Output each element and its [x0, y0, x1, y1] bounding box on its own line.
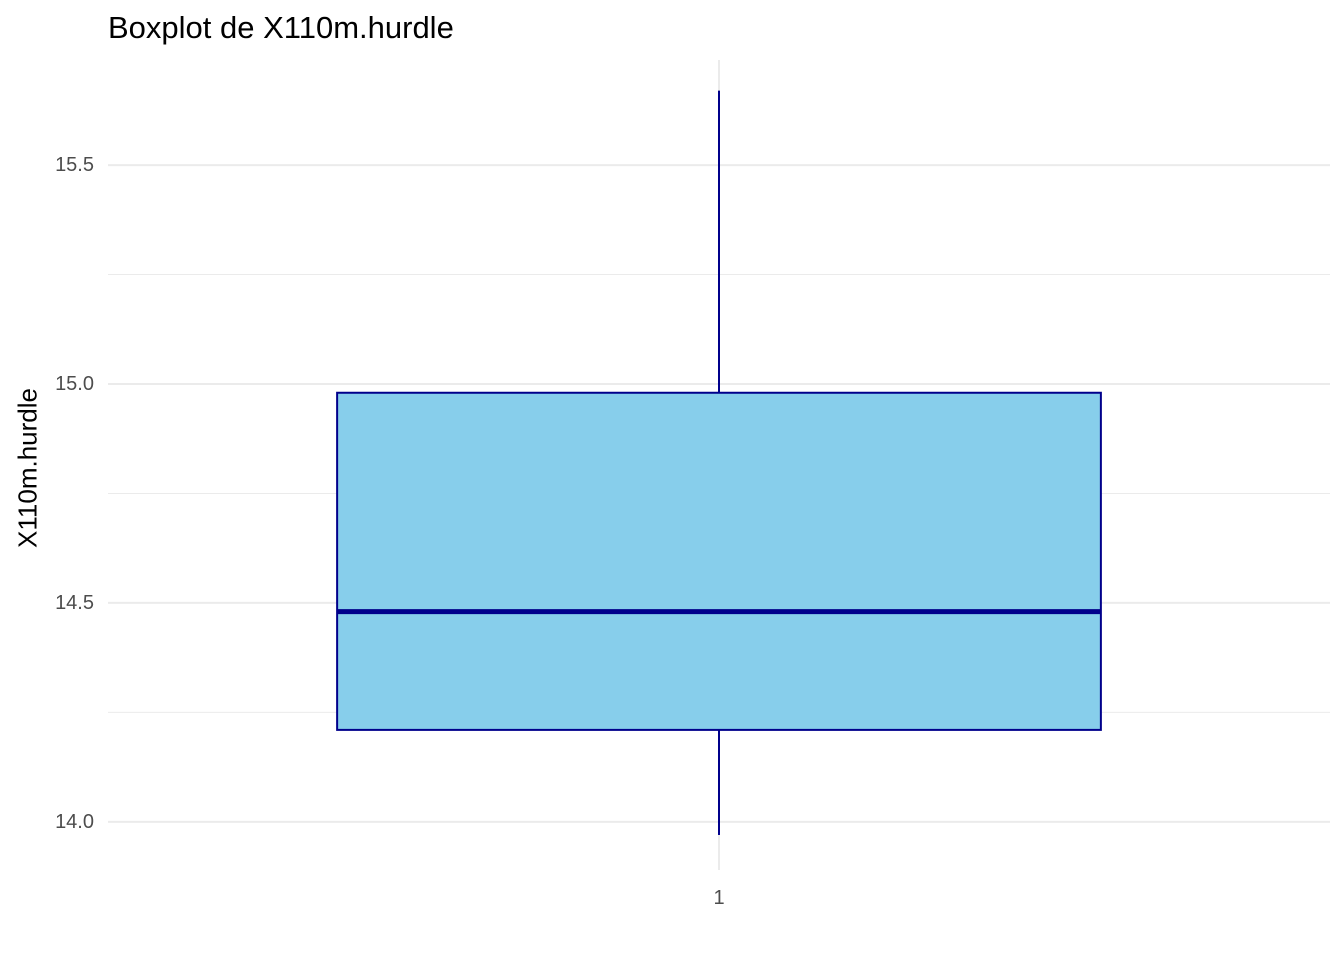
x-tick-label: 1	[713, 887, 724, 909]
y-tick-label: 14.5	[55, 592, 94, 614]
chart-title: Boxplot de X110m.hurdle	[108, 10, 454, 45]
box-iqr	[336, 391, 1102, 731]
y-tick-label: 15.5	[55, 154, 94, 176]
y-tick-label: 14.0	[55, 811, 94, 833]
y-tick-label: 15.0	[55, 373, 94, 395]
